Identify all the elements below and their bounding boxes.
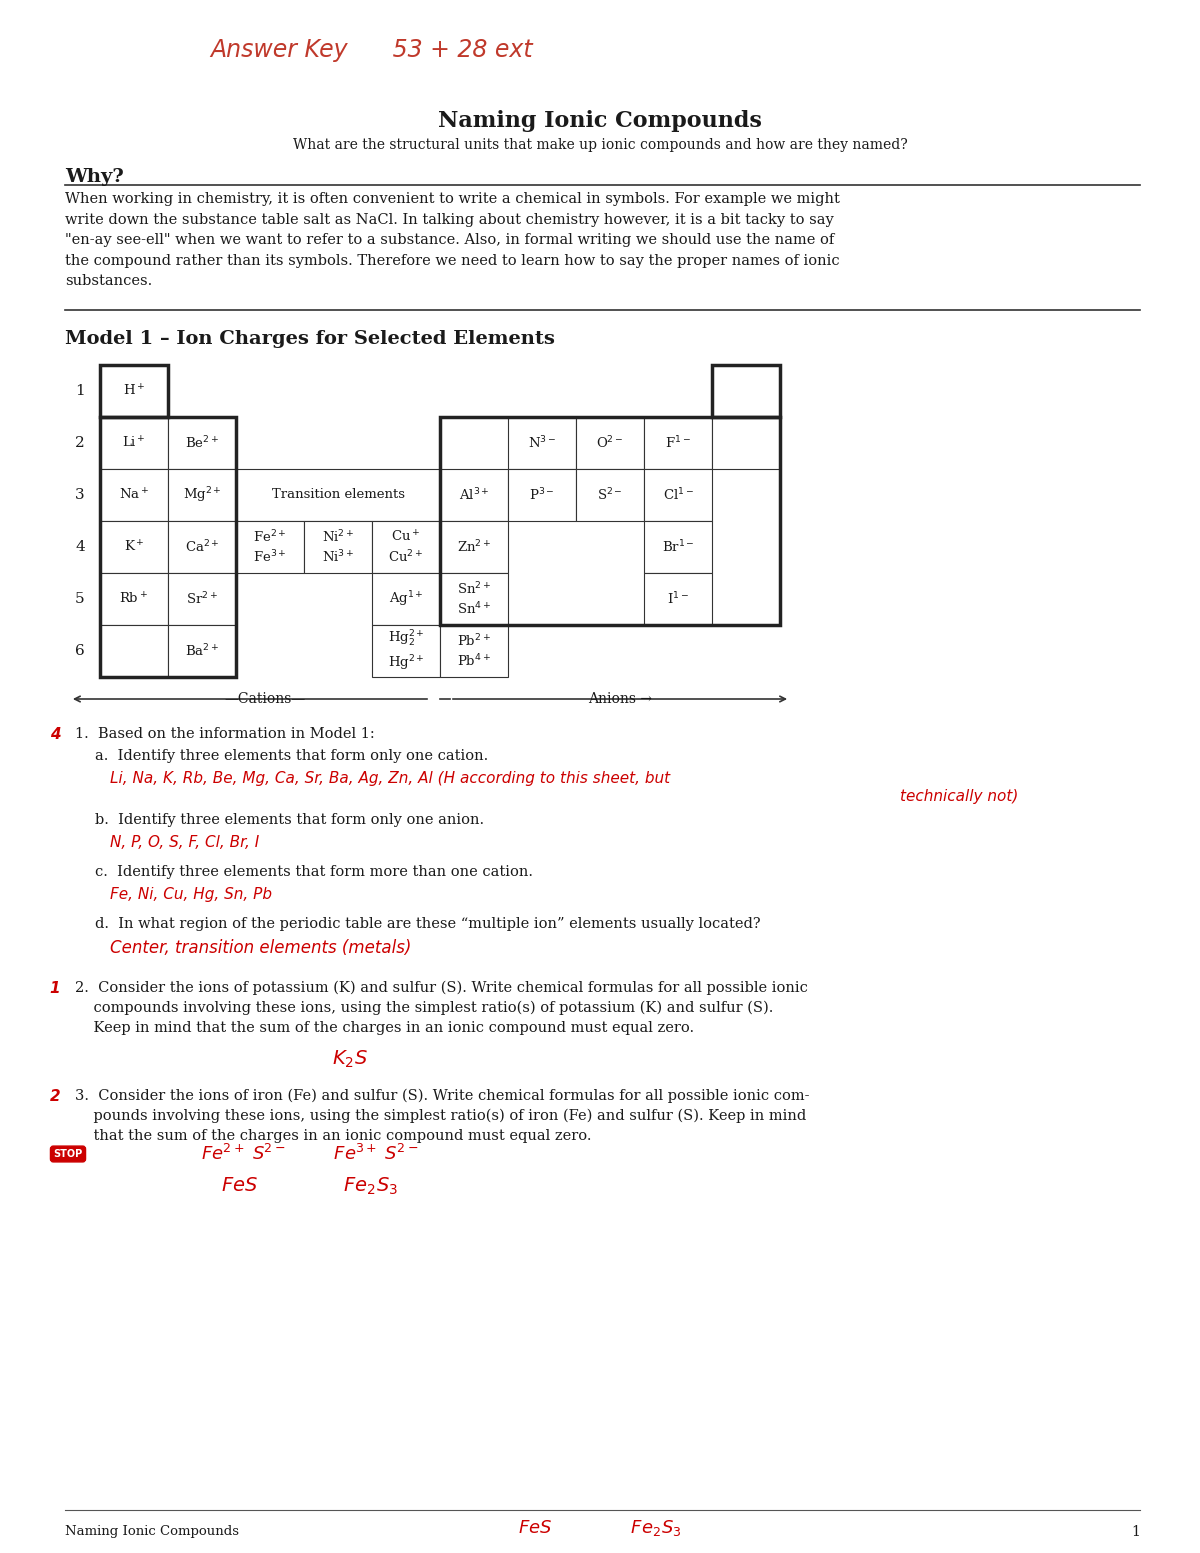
Bar	[168, 573, 236, 624]
Bar	[576, 469, 644, 520]
Text: Ba$^{2+}$: Ba$^{2+}$	[185, 643, 220, 660]
Text: Transition elements: Transition elements	[271, 489, 404, 502]
Bar	[712, 365, 780, 418]
Text: Anions →: Anions →	[588, 693, 652, 707]
Text: STOP: STOP	[53, 1149, 83, 1159]
Text: N, P, O, S, F, Cl, Br, I: N, P, O, S, F, Cl, Br, I	[110, 836, 259, 849]
Text: Naming Ionic Compounds: Naming Ionic Compounds	[65, 1525, 239, 1537]
Text: H$^+$: H$^+$	[122, 384, 145, 399]
Text: Cl$^{1-}$: Cl$^{1-}$	[662, 486, 694, 503]
Text: Ag$^{1+}$: Ag$^{1+}$	[389, 589, 424, 609]
Text: b.  Identify three elements that form only one anion.: b. Identify three elements that form onl…	[95, 814, 484, 828]
Bar	[712, 418, 780, 469]
Text: Naming Ionic Compounds: Naming Ionic Compounds	[438, 110, 762, 132]
Bar	[304, 520, 372, 573]
Bar	[100, 365, 168, 418]
Text: 2: 2	[49, 1089, 60, 1104]
Text: O$^{2-}$: O$^{2-}$	[596, 435, 624, 452]
Text: c.  Identify three elements that form more than one cation.: c. Identify three elements that form mor…	[95, 865, 533, 879]
Text: Al$^{3+}$: Al$^{3+}$	[458, 486, 490, 503]
Bar	[236, 520, 304, 573]
Text: 3: 3	[76, 488, 85, 502]
Bar	[372, 624, 440, 677]
Bar	[644, 520, 712, 573]
Text: Li, Na, K, Rb, Be, Mg, Ca, Sr, Ba, Ag, Zn, Al (H according to this sheet, but: Li, Na, K, Rb, Be, Mg, Ca, Sr, Ba, Ag, Z…	[110, 770, 670, 786]
Bar	[168, 418, 236, 469]
Text: Br$^{1-}$: Br$^{1-}$	[661, 539, 695, 556]
Text: 5: 5	[76, 592, 85, 606]
Bar	[100, 418, 236, 677]
Text: S$^{2-}$: S$^{2-}$	[598, 486, 623, 503]
Text: FeS              Fe$_2$S$_3$: FeS Fe$_2$S$_3$	[222, 1176, 398, 1197]
Text: Why?: Why?	[65, 168, 124, 186]
Bar	[644, 469, 712, 520]
Bar	[644, 573, 712, 624]
Bar	[440, 469, 508, 520]
Text: Cu$^+$
Cu$^{2+}$: Cu$^+$ Cu$^{2+}$	[389, 530, 424, 565]
Text: d.  In what region of the periodic table are these “multiple ion” elements usual: d. In what region of the periodic table …	[95, 916, 761, 930]
Text: 6: 6	[76, 644, 85, 658]
Bar	[100, 418, 168, 469]
Bar	[100, 520, 168, 573]
Text: 2.  Consider the ions of potassium (K) and sulfur (S). Write chemical formulas f: 2. Consider the ions of potassium (K) an…	[74, 981, 808, 1034]
Bar	[372, 573, 440, 624]
Bar	[236, 469, 440, 520]
Text: 1: 1	[49, 981, 60, 995]
Bar	[100, 365, 168, 418]
Text: Center, transition elements (metals): Center, transition elements (metals)	[110, 940, 412, 957]
Text: Fe$^{2+}$ S$^{2-}$        Fe$^{3+}$ S$^{2-}$: Fe$^{2+}$ S$^{2-}$ Fe$^{3+}$ S$^{2-}$	[202, 1145, 419, 1165]
Text: Model 1 – Ion Charges for Selected Elements: Model 1 – Ion Charges for Selected Eleme…	[65, 329, 554, 348]
Text: 1: 1	[1132, 1525, 1140, 1539]
Text: Pb$^{2+}$
Pb$^{4+}$: Pb$^{2+}$ Pb$^{4+}$	[457, 632, 491, 669]
Bar	[100, 624, 168, 677]
Text: Answer Key      53 + 28 ext: Answer Key 53 + 28 ext	[210, 37, 533, 62]
Bar	[576, 418, 644, 469]
Text: —Cations—: —Cations—	[224, 693, 306, 707]
Text: Hg$_2^{2+}$
Hg$^{2+}$: Hg$_2^{2+}$ Hg$^{2+}$	[388, 629, 425, 672]
Text: 3.  Consider the ions of iron (Fe) and sulfur (S). Write chemical formulas for a: 3. Consider the ions of iron (Fe) and su…	[74, 1089, 810, 1143]
Bar	[372, 520, 440, 573]
Text: Rb$^+$: Rb$^+$	[120, 592, 149, 607]
Text: Mg$^{2+}$: Mg$^{2+}$	[182, 485, 221, 505]
Text: P$^{3-}$: P$^{3-}$	[529, 486, 554, 503]
Text: a.  Identify three elements that form only one cation.: a. Identify three elements that form onl…	[95, 749, 488, 763]
Text: Be$^{2+}$: Be$^{2+}$	[185, 435, 220, 452]
Text: What are the structural units that make up ionic compounds and how are they name: What are the structural units that make …	[293, 138, 907, 152]
Bar	[440, 624, 508, 677]
Bar	[440, 418, 780, 624]
Text: Sr$^{2+}$: Sr$^{2+}$	[186, 590, 218, 607]
Text: Fe, Ni, Cu, Hg, Sn, Pb: Fe, Ni, Cu, Hg, Sn, Pb	[110, 887, 272, 902]
Bar	[712, 365, 780, 418]
Text: F$^{1-}$: F$^{1-}$	[665, 435, 691, 452]
Text: K$_2$S: K$_2$S	[332, 1048, 368, 1070]
Bar	[508, 469, 576, 520]
Bar	[100, 469, 168, 520]
Text: 1.  Based on the information in Model 1:: 1. Based on the information in Model 1:	[74, 727, 374, 741]
Text: Li$^+$: Li$^+$	[122, 435, 146, 450]
Bar	[168, 624, 236, 677]
Text: 4: 4	[49, 727, 60, 742]
Text: 2: 2	[76, 436, 85, 450]
Text: Ni$^{2+}$
Ni$^{3+}$: Ni$^{2+}$ Ni$^{3+}$	[322, 528, 354, 565]
Text: N$^{3-}$: N$^{3-}$	[528, 435, 556, 452]
Text: Zn$^{2+}$: Zn$^{2+}$	[457, 539, 491, 556]
Text: FeS              Fe$_2$S$_3$: FeS Fe$_2$S$_3$	[518, 1517, 682, 1537]
Text: Fe$^{2+}$
Fe$^{3+}$: Fe$^{2+}$ Fe$^{3+}$	[253, 528, 287, 565]
Bar	[440, 520, 508, 573]
Text: 1: 1	[76, 384, 85, 398]
Text: technically not): technically not)	[900, 789, 1019, 804]
Text: When working in chemistry, it is often convenient to write a chemical in symbols: When working in chemistry, it is often c…	[65, 193, 840, 289]
Text: Ca$^{2+}$: Ca$^{2+}$	[185, 539, 220, 556]
Bar	[440, 573, 508, 624]
Text: Sn$^{2+}$
Sn$^{4+}$: Sn$^{2+}$ Sn$^{4+}$	[457, 581, 491, 618]
Bar	[644, 418, 712, 469]
Bar	[508, 418, 576, 469]
Bar	[100, 573, 168, 624]
Text: Na$^+$: Na$^+$	[119, 488, 149, 503]
Bar	[168, 469, 236, 520]
Text: I$^{1-}$: I$^{1-}$	[667, 590, 689, 607]
Text: K$^+$: K$^+$	[124, 539, 144, 554]
Bar	[168, 520, 236, 573]
Text: 4: 4	[76, 540, 85, 554]
